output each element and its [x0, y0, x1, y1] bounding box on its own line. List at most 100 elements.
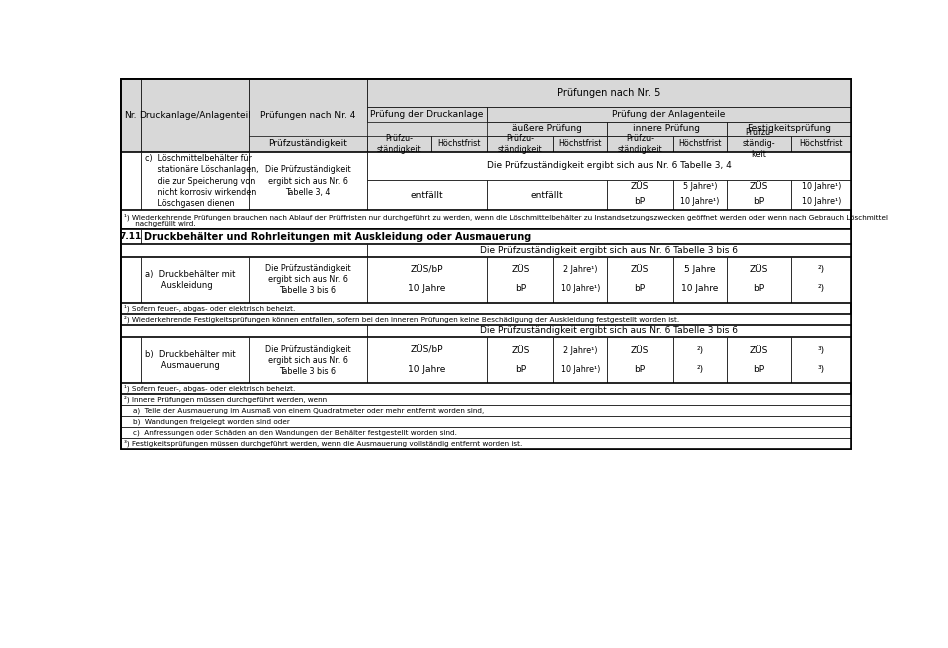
- Text: 5 Jahre: 5 Jahre: [684, 266, 716, 274]
- Text: ³) Festigkeitsprüfungen müssen durchgeführt werden, wenn die Ausmauerung vollstä: ³) Festigkeitsprüfungen müssen durchgefü…: [124, 440, 522, 447]
- Bar: [554, 257, 607, 303]
- Bar: [673, 180, 727, 211]
- Bar: [140, 229, 851, 244]
- Text: ²) Wiederkehrende Festigkeitsprüfungen können entfallen, sofern bei den inneren : ²) Wiederkehrende Festigkeitsprüfungen k…: [124, 316, 680, 323]
- Bar: [120, 229, 851, 244]
- Bar: [607, 122, 727, 135]
- Bar: [554, 135, 607, 152]
- Text: Prüfzu-
ständig-
keit: Prüfzu- ständig- keit: [743, 128, 775, 159]
- Text: 2 Jahre¹): 2 Jahre¹): [563, 345, 597, 354]
- Text: ZÜS: ZÜS: [750, 345, 768, 354]
- Text: Die Prüfzuständigkeit
ergibt sich aus Nr. 6
Tabelle 3, 4: Die Prüfzuständigkeit ergibt sich aus Nr…: [265, 165, 351, 196]
- Bar: [120, 394, 851, 405]
- Text: Die Prüfzuständigkeit ergibt sich aus Nr. 6 Tabelle 3, 4: Die Prüfzuständigkeit ergibt sich aus Nr…: [486, 161, 731, 170]
- Bar: [367, 79, 851, 107]
- Text: Prüfzu-
ständigkeit: Prüfzu- ständigkeit: [376, 133, 421, 154]
- Text: Die Prüfzuständigkeit ergibt sich aus Nr. 6 Tabelle 3 bis 6: Die Prüfzuständigkeit ergibt sich aus Nr…: [480, 246, 738, 255]
- Text: Prüfungen nach Nr. 5: Prüfungen nach Nr. 5: [557, 88, 661, 98]
- Text: ZÜS: ZÜS: [631, 345, 649, 354]
- Text: Höchstfrist: Höchstfrist: [799, 139, 843, 148]
- Text: ZÜS: ZÜS: [511, 345, 530, 354]
- Text: Prüfungen nach Nr. 4: Prüfungen nach Nr. 4: [261, 111, 356, 120]
- Text: ³): ³): [818, 345, 825, 354]
- Bar: [249, 79, 367, 152]
- Bar: [727, 135, 792, 152]
- Bar: [249, 257, 367, 303]
- Text: 10 Jahre¹): 10 Jahre¹): [802, 181, 841, 191]
- Bar: [367, 152, 851, 180]
- Bar: [120, 383, 851, 394]
- Bar: [367, 180, 487, 211]
- Text: ZÜS: ZÜS: [631, 181, 649, 191]
- Text: a)  Druckbehälter mit
      Auskleidung: a) Druckbehälter mit Auskleidung: [145, 270, 235, 290]
- Bar: [430, 135, 487, 152]
- Text: innere Prüfung: innere Prüfung: [633, 124, 701, 133]
- Text: entfällt: entfällt: [531, 191, 563, 200]
- Text: Prüfzuständigkeit: Prüfzuständigkeit: [268, 139, 348, 148]
- Bar: [607, 257, 673, 303]
- Text: bP: bP: [754, 365, 765, 374]
- Text: 10 Jahre¹): 10 Jahre¹): [802, 197, 841, 206]
- Bar: [367, 135, 430, 152]
- Bar: [367, 325, 851, 337]
- Bar: [120, 405, 851, 416]
- Text: ZÜS: ZÜS: [750, 266, 768, 274]
- Text: Nr.: Nr.: [124, 111, 137, 120]
- Bar: [367, 244, 851, 257]
- Text: Festigkeitsprüfung: Festigkeitsprüfung: [747, 124, 830, 133]
- Text: ²) Innere Prüfungen müssen durchgeführt werden, wenn: ²) Innere Prüfungen müssen durchgeführt …: [124, 396, 327, 403]
- Bar: [792, 135, 851, 152]
- Bar: [673, 337, 727, 383]
- Bar: [487, 337, 554, 383]
- Bar: [120, 244, 851, 257]
- Bar: [727, 257, 792, 303]
- Text: ²): ²): [697, 345, 703, 354]
- Bar: [120, 337, 851, 383]
- Bar: [120, 211, 851, 229]
- Bar: [120, 325, 851, 337]
- Text: c)  Anfressungen oder Schäden an den Wandungen der Behälter festgestellt worden : c) Anfressungen oder Schäden an den Wand…: [124, 429, 457, 435]
- Bar: [673, 135, 727, 152]
- Bar: [120, 244, 367, 257]
- Text: 10 Jahre¹): 10 Jahre¹): [560, 284, 600, 294]
- Bar: [727, 122, 851, 135]
- Bar: [607, 135, 673, 152]
- Bar: [249, 135, 367, 152]
- Text: ZÜS: ZÜS: [511, 266, 530, 274]
- Bar: [120, 303, 851, 314]
- Text: Prüfzu-
ständigkeit: Prüfzu- ständigkeit: [498, 133, 542, 154]
- Text: ³): ³): [818, 365, 825, 374]
- Text: bP: bP: [754, 284, 765, 294]
- Bar: [367, 257, 487, 303]
- Text: a)  Teile der Ausmauerung im Ausmaß von einem Quadratmeter oder mehr entfernt wo: a) Teile der Ausmauerung im Ausmaß von e…: [124, 408, 484, 414]
- Text: bP: bP: [754, 197, 765, 206]
- Bar: [120, 325, 367, 337]
- Bar: [120, 416, 851, 427]
- Text: b)  Druckbehälter mit
      Ausmauerung: b) Druckbehälter mit Ausmauerung: [145, 350, 235, 370]
- Text: bP: bP: [634, 365, 646, 374]
- Text: ZÜS/bP: ZÜS/bP: [410, 266, 444, 274]
- Bar: [120, 79, 140, 152]
- Bar: [120, 152, 140, 211]
- Text: nachgefüllt wird.: nachgefüllt wird.: [124, 221, 196, 227]
- Text: Druckbehälter und Rohrleitungen mit Auskleidung oder Ausmauerung: Druckbehälter und Rohrleitungen mit Ausk…: [144, 232, 532, 242]
- Text: bP: bP: [634, 284, 646, 294]
- Text: Höchstfrist: Höchstfrist: [558, 139, 602, 148]
- Bar: [673, 257, 727, 303]
- Bar: [487, 257, 554, 303]
- Text: ZÜS/bP: ZÜS/bP: [410, 345, 444, 354]
- Bar: [140, 337, 249, 383]
- Text: Prüfung der Anlagenteile: Prüfung der Anlagenteile: [612, 110, 726, 119]
- Text: Höchstfrist: Höchstfrist: [679, 139, 721, 148]
- Bar: [727, 337, 792, 383]
- Text: Die Prüfzuständigkeit
ergibt sich aus Nr. 6
Tabelle 3 bis 6: Die Prüfzuständigkeit ergibt sich aus Nr…: [265, 264, 351, 295]
- Bar: [607, 180, 673, 211]
- Bar: [487, 107, 851, 122]
- Bar: [554, 337, 607, 383]
- Bar: [140, 257, 249, 303]
- Text: äußere Prüfung: äußere Prüfung: [512, 124, 582, 133]
- Bar: [120, 229, 140, 244]
- Bar: [367, 107, 487, 122]
- Text: ZÜS: ZÜS: [631, 266, 649, 274]
- Text: Die Prüfzuständigkeit ergibt sich aus Nr. 6 Tabelle 3 bis 6: Die Prüfzuständigkeit ergibt sich aus Nr…: [480, 327, 738, 336]
